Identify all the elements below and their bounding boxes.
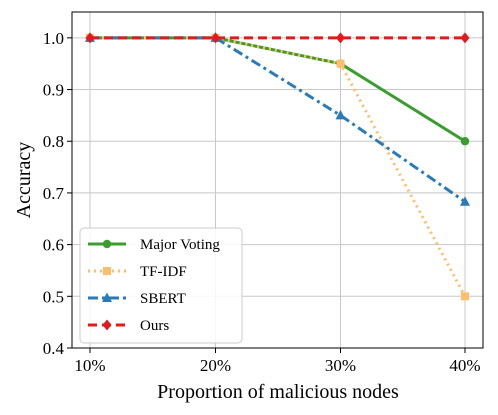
legend-label: Major Voting	[140, 237, 220, 253]
series-line	[90, 36, 466, 203]
legend-swatch-marker	[102, 239, 112, 249]
x-tick-label: 10%	[74, 356, 105, 375]
legend-swatch-marker	[102, 292, 112, 302]
legend-box	[79, 227, 243, 344]
data-point	[461, 292, 469, 301]
series-2	[85, 32, 470, 206]
data-point	[211, 32, 220, 44]
legend: Major Voting TF-IDF SBERT Ours	[79, 227, 243, 344]
legend-entry: Major Voting	[88, 237, 220, 253]
y-tick-label: 0.7	[43, 184, 65, 203]
legend-label: TF-IDF	[140, 264, 187, 280]
legend-swatch-marker	[103, 267, 111, 275]
plot-frame	[71, 11, 484, 349]
legend-entry: Ours	[88, 318, 169, 334]
legend-swatch-marker	[102, 319, 112, 331]
series-line	[90, 36, 467, 298]
data-point	[336, 32, 345, 44]
data-point	[335, 109, 346, 120]
y-axis-label: Accuracy	[13, 142, 35, 219]
data-point	[460, 32, 470, 44]
x-tick-label: 30%	[325, 356, 356, 375]
legend-label: SBERT	[140, 291, 186, 307]
y-tick-label: 0.6	[43, 236, 64, 255]
data-point	[85, 32, 95, 44]
data-point	[460, 196, 470, 206]
legend-entry: TF-IDF	[88, 264, 187, 280]
x-tick-label: 40%	[449, 356, 480, 375]
data-point	[336, 59, 345, 68]
data-point	[460, 137, 470, 146]
x-axis-label: Proportion of malicious nodes	[157, 381, 399, 403]
y-tick-label: 1.0	[43, 29, 64, 48]
x-tick-label: 20%	[200, 356, 231, 375]
series-3	[85, 32, 470, 44]
axis-ticks: 10% 20% 30% 40% 0.4 0.5 0.6 0.7 0.8 0.9 1.0	[43, 29, 481, 375]
legend-label: Ours	[140, 318, 169, 334]
y-tick-label: 0.8	[43, 132, 64, 151]
legend-entry: SBERT	[88, 291, 186, 307]
y-tick-label: 0.5	[43, 287, 64, 306]
y-tick-label: 0.4	[43, 339, 65, 358]
series-lines	[85, 32, 470, 301]
y-tick-label: 0.9	[43, 81, 64, 100]
